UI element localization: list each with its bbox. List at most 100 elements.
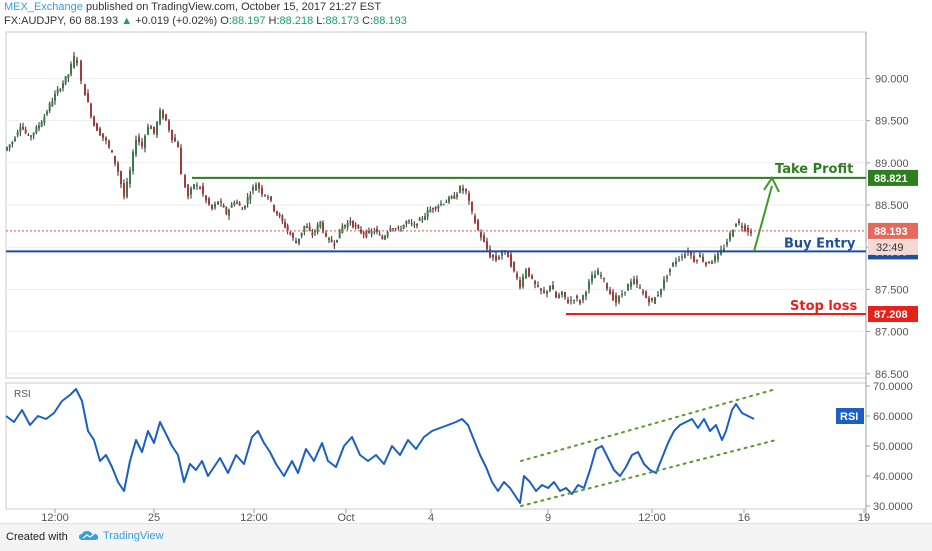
candle-body bbox=[402, 224, 405, 229]
candle-body bbox=[214, 203, 216, 208]
candle-body bbox=[618, 296, 620, 302]
time-tick-label: Oct bbox=[337, 512, 354, 523]
candle-body bbox=[27, 134, 30, 136]
rsi-axis[interactable]: 70.0000 60.0000 50.0000 40.0000 30.0000 bbox=[866, 381, 913, 513]
time-axis[interactable]: 12:00 25 12:00 Oct 4 9 12:00 16 19 bbox=[41, 509, 870, 523]
candle-body bbox=[46, 111, 48, 115]
price-tick-label: 90.000 bbox=[875, 73, 909, 85]
candle-body bbox=[729, 233, 731, 240]
candle-body bbox=[230, 204, 233, 208]
candle-body bbox=[270, 196, 272, 201]
candle-body bbox=[711, 261, 713, 264]
candle-body bbox=[442, 204, 445, 206]
candle-body bbox=[600, 275, 602, 277]
time-tick-label: 19 bbox=[858, 512, 870, 523]
candle-body bbox=[108, 140, 110, 148]
candle-body bbox=[40, 122, 43, 127]
candle-body bbox=[421, 218, 424, 220]
candle-body bbox=[165, 114, 167, 121]
candle-body bbox=[54, 93, 56, 101]
price-axis[interactable]: 90.00089.50089.00088.50088.00087.50087.0… bbox=[866, 73, 918, 381]
candle-body bbox=[741, 225, 743, 228]
rsi-tick-label: 40.0000 bbox=[873, 471, 913, 483]
tradingview-cloud-icon bbox=[79, 531, 99, 541]
candle-body bbox=[400, 229, 402, 231]
candle-body bbox=[717, 253, 719, 260]
candle-body bbox=[440, 203, 442, 205]
candle-body bbox=[462, 188, 464, 191]
candle-body bbox=[220, 201, 222, 203]
candle-body bbox=[534, 281, 536, 285]
candle-body bbox=[582, 295, 584, 301]
candle-body bbox=[549, 285, 551, 291]
candle-body bbox=[184, 175, 186, 188]
candle-body bbox=[177, 142, 179, 148]
candle-body bbox=[609, 289, 611, 295]
candle-body bbox=[418, 218, 421, 221]
candle-body bbox=[726, 241, 728, 245]
candle-body bbox=[300, 232, 303, 237]
candle-body bbox=[330, 239, 333, 243]
low-label: L: bbox=[316, 15, 326, 27]
time-tick-label: 12:00 bbox=[240, 512, 268, 523]
candle-body bbox=[156, 121, 158, 135]
publisher-name[interactable]: MEX_Exchange bbox=[4, 1, 83, 13]
candle-body bbox=[429, 209, 432, 213]
candle-body bbox=[228, 209, 230, 216]
candle-body bbox=[450, 196, 453, 199]
candle-body bbox=[129, 170, 131, 184]
candle-body bbox=[354, 224, 357, 227]
candle-body bbox=[233, 202, 236, 206]
candle-body bbox=[370, 230, 373, 234]
candle-body bbox=[174, 137, 176, 142]
candle-body bbox=[246, 197, 249, 204]
candle-body bbox=[576, 295, 578, 299]
candle-body bbox=[325, 232, 327, 237]
tradingview-brand[interactable]: TradingView bbox=[78, 530, 164, 542]
candle-body bbox=[276, 211, 278, 215]
time-tick-label: 25 bbox=[148, 512, 160, 523]
open-value: 88.197 bbox=[231, 15, 266, 27]
candle-body bbox=[483, 235, 485, 242]
candle-body bbox=[120, 171, 122, 185]
candle-body bbox=[333, 243, 336, 246]
candle-body bbox=[56, 89, 59, 94]
candle-body bbox=[357, 225, 360, 229]
candle-body bbox=[368, 230, 370, 233]
candle-body bbox=[561, 291, 563, 295]
candle-body bbox=[341, 225, 344, 234]
candle-body bbox=[316, 224, 319, 232]
candle-body bbox=[492, 254, 494, 258]
time-tick-label: 9 bbox=[545, 512, 551, 523]
candle-body bbox=[408, 220, 410, 222]
take-profit-label: Take Profit bbox=[775, 162, 853, 177]
rsi-tick-label: 50.0000 bbox=[873, 441, 913, 453]
candle-body bbox=[732, 230, 734, 237]
candle-body bbox=[286, 225, 289, 231]
candle-body bbox=[284, 222, 286, 228]
candle-body bbox=[477, 220, 479, 230]
candle-body bbox=[289, 232, 292, 235]
candle-body bbox=[196, 184, 198, 186]
target-arrow-line bbox=[753, 185, 773, 252]
candle-body bbox=[273, 205, 275, 212]
candle-body bbox=[244, 205, 246, 209]
candle-body bbox=[238, 203, 241, 206]
candle-body bbox=[624, 291, 626, 293]
price-tick-label: 89.000 bbox=[875, 158, 909, 170]
candle-body bbox=[660, 288, 662, 295]
chart-area[interactable]: Take Profit Buy Entry Stop loss 90.000 89.5… bbox=[0, 0, 932, 523]
candle-body bbox=[16, 132, 19, 136]
rsi-panel: RSI RSI bbox=[5, 388, 864, 507]
candle-body bbox=[513, 261, 515, 272]
candle-body bbox=[51, 100, 54, 107]
close-value: 88.193 bbox=[373, 15, 407, 27]
candle-body bbox=[217, 201, 219, 205]
candle-body bbox=[261, 187, 263, 195]
candle-body bbox=[471, 201, 473, 212]
candle-body bbox=[588, 281, 590, 290]
candle-body bbox=[642, 291, 644, 294]
change-arrow-icon: ▲ bbox=[121, 15, 133, 27]
candle-body bbox=[633, 279, 635, 284]
rsi-badge-text: RSI bbox=[840, 411, 858, 423]
